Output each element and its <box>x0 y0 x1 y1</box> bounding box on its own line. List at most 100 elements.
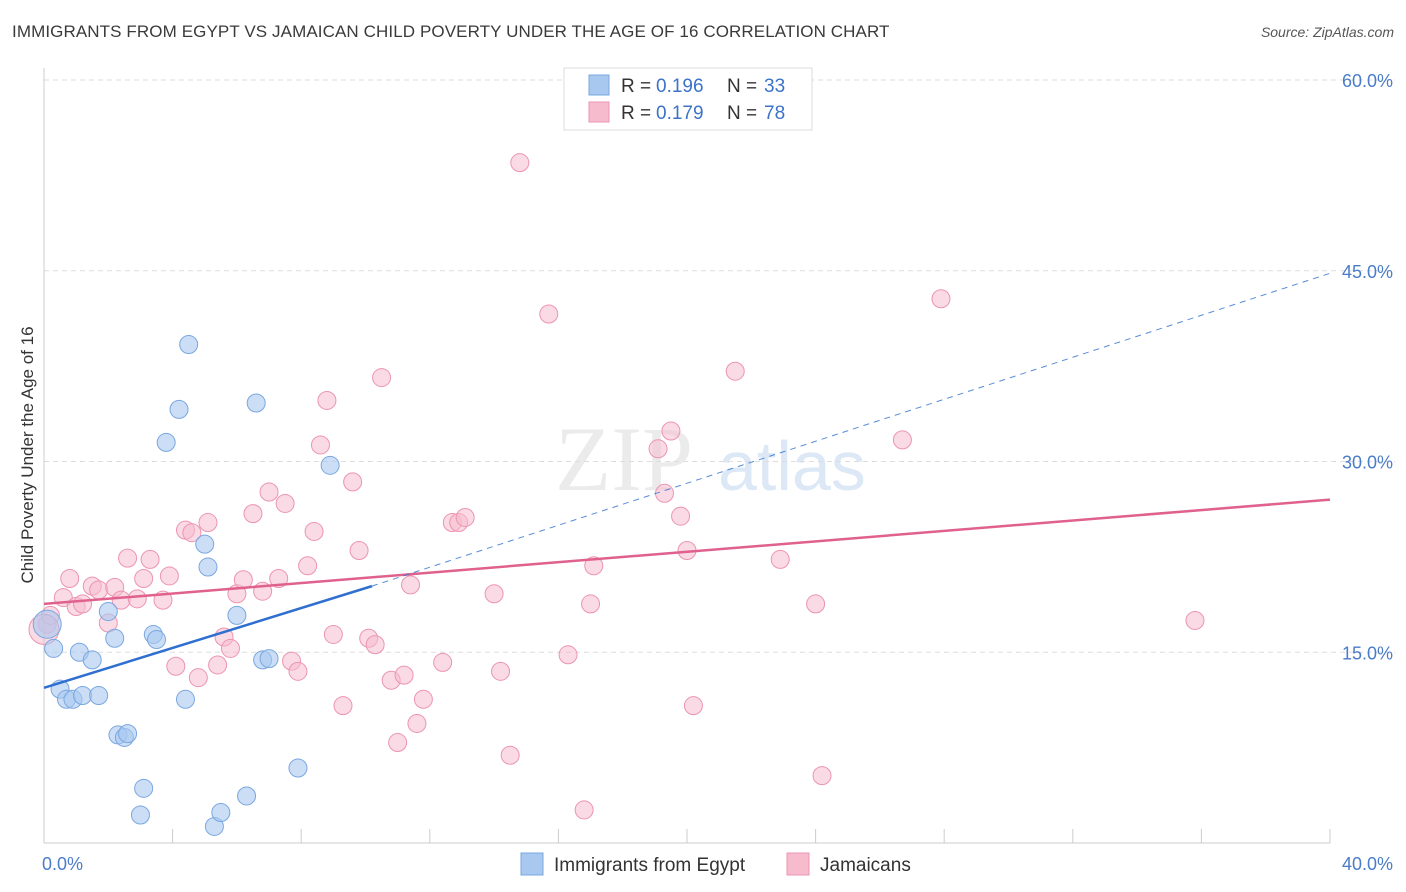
point-egypt <box>118 724 138 744</box>
point-jamaicans <box>661 421 681 441</box>
point-jamaicans <box>433 652 453 672</box>
point-jamaicans <box>323 624 343 644</box>
point-egypt <box>147 630 167 650</box>
legend-n-value-jamaicans: 78 <box>764 103 785 124</box>
point-jamaicans <box>333 696 353 716</box>
point-egypt <box>32 609 62 639</box>
watermark-atlas: atlas <box>718 427 866 505</box>
point-egypt <box>211 802 231 822</box>
point-egypt <box>89 685 109 705</box>
legend-r-value-jamaicans: 0.179 <box>656 103 704 124</box>
series-egypt <box>32 335 340 836</box>
point-jamaicans <box>671 506 691 526</box>
point-jamaicans <box>812 766 832 786</box>
y-axis-label: Child Poverty Under the Age of 16 <box>18 326 37 583</box>
point-jamaicans <box>394 665 414 685</box>
point-egypt <box>320 455 340 475</box>
point-jamaicans <box>484 584 504 604</box>
point-jamaicans <box>401 575 421 595</box>
x-tick-label: 40.0% <box>1342 854 1393 874</box>
gridlines <box>44 79 1395 653</box>
point-jamaicans <box>683 696 703 716</box>
point-egypt <box>156 432 176 452</box>
legend-r-value-egypt: 0.196 <box>656 76 704 97</box>
point-egypt <box>134 778 154 798</box>
point-jamaicans <box>166 656 186 676</box>
point-jamaicans <box>581 594 601 614</box>
chart-title: IMMIGRANTS FROM EGYPT VS JAMAICAN CHILD … <box>12 22 890 41</box>
point-jamaicans <box>275 493 295 513</box>
legend-n-label-egypt: N = <box>727 76 757 97</box>
trendline-egypt <box>43 584 373 690</box>
point-jamaicans <box>455 507 475 527</box>
point-jamaicans <box>510 153 530 173</box>
point-jamaicans <box>770 549 790 569</box>
trendline-jamaicans <box>43 498 1331 606</box>
point-egypt <box>44 638 64 658</box>
point-jamaicans <box>310 435 330 455</box>
legend-bottom-label-jamaicans: Jamaicans <box>820 855 911 876</box>
legend-n-value-egypt: 33 <box>764 76 785 97</box>
point-jamaicans <box>118 548 138 568</box>
point-jamaicans <box>288 661 308 681</box>
point-jamaicans <box>365 635 385 655</box>
point-egypt <box>246 393 266 413</box>
tick-labels: 15.0% 30.0% 45.0% 60.0% 0.0% 40.0% <box>42 71 1393 874</box>
point-jamaicans <box>198 513 218 533</box>
point-jamaicans <box>60 568 80 588</box>
point-jamaicans <box>298 556 318 576</box>
point-jamaicans <box>304 521 324 541</box>
point-jamaicans <box>806 594 826 614</box>
point-egypt <box>179 335 199 355</box>
point-egypt <box>288 758 308 778</box>
y-tick-label: 15.0% <box>1342 643 1393 663</box>
point-jamaicans <box>317 390 337 410</box>
point-egypt <box>169 399 189 419</box>
point-jamaicans <box>73 594 93 614</box>
legend-bottom-label-egypt: Immigrants from Egypt <box>554 855 746 876</box>
point-jamaicans <box>892 430 912 450</box>
point-jamaicans <box>648 439 668 459</box>
point-egypt <box>227 605 247 625</box>
point-jamaicans <box>259 482 279 502</box>
trendline-egypt-projection <box>371 272 1331 587</box>
point-jamaicans <box>558 645 578 665</box>
x-tick-label: 0.0% <box>42 854 83 874</box>
point-jamaicans <box>188 668 208 688</box>
point-jamaicans <box>269 568 289 588</box>
point-egypt <box>237 786 257 806</box>
y-tick-label: 60.0% <box>1342 71 1393 91</box>
legend-r-label-jamaicans: R = <box>621 103 651 124</box>
point-jamaicans <box>89 580 109 600</box>
point-jamaicans <box>159 566 179 586</box>
legend-swatch-egypt <box>588 74 610 96</box>
legend-bottom-swatch-egypt <box>520 852 544 876</box>
point-egypt <box>105 628 125 648</box>
point-egypt <box>259 649 279 669</box>
legend-top: R = 0.196 N = 33 R = 0.179 N = 78 <box>563 67 813 131</box>
point-jamaicans <box>931 289 951 309</box>
point-jamaicans <box>539 304 559 324</box>
y-tick-label: 45.0% <box>1342 262 1393 282</box>
point-jamaicans <box>491 661 511 681</box>
point-jamaicans <box>140 549 160 569</box>
point-jamaicans <box>372 368 392 388</box>
point-egypt <box>175 689 195 709</box>
point-egypt <box>98 602 118 622</box>
legend-r-label-egypt: R = <box>621 76 651 97</box>
source-credit: Source: ZipAtlas.com <box>1260 24 1394 40</box>
point-egypt <box>195 534 215 554</box>
watermark: ZIP atlas <box>555 408 866 510</box>
point-jamaicans <box>654 483 674 503</box>
point-jamaicans <box>584 556 604 576</box>
y-tick-label: 30.0% <box>1342 453 1393 473</box>
point-egypt <box>198 557 218 577</box>
axes <box>43 68 1331 844</box>
point-jamaicans <box>243 504 263 524</box>
point-jamaicans <box>220 638 240 658</box>
point-egypt <box>73 685 93 705</box>
point-egypt <box>82 650 102 670</box>
point-jamaicans <box>343 472 363 492</box>
point-jamaicans <box>574 800 594 820</box>
